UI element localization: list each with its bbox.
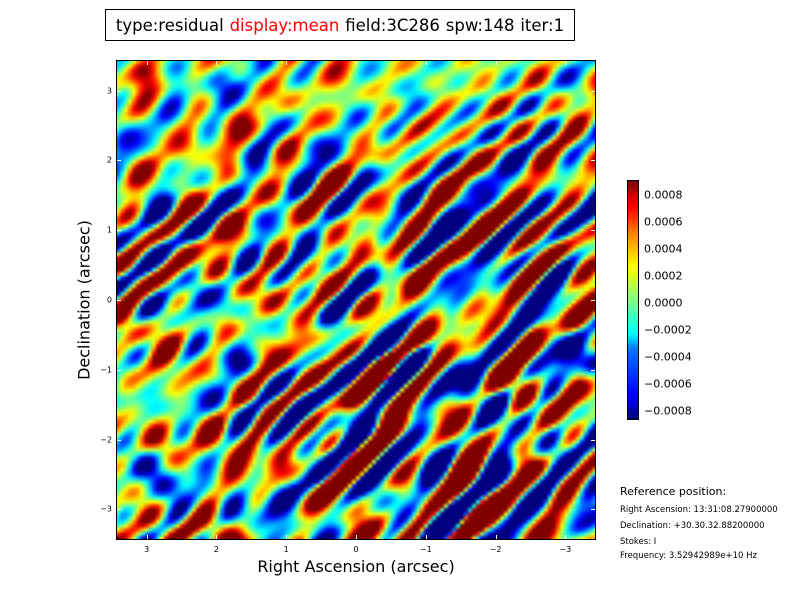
colorbar xyxy=(627,180,639,420)
reference-ra: Right Ascension: 13:31:08.27900000 xyxy=(620,505,778,515)
colorbar-tick-label: 0.0002 xyxy=(644,269,683,283)
y-tick-mark xyxy=(591,160,595,162)
x-tick-label: −1 xyxy=(419,545,432,554)
colorbar-tick-label: −0.0004 xyxy=(644,350,692,364)
y-tick-mark xyxy=(591,439,595,441)
colorbar-tick-label: 0.0008 xyxy=(644,188,683,202)
x-tick-label: 2 xyxy=(213,545,219,554)
y-tick-mark xyxy=(591,509,595,511)
y-tick-mark xyxy=(117,160,121,162)
y-tick-label: −3 xyxy=(100,504,112,514)
y-tick-mark xyxy=(591,90,595,92)
title-display: display:mean xyxy=(229,15,340,35)
y-tick-label: −1 xyxy=(100,365,112,375)
y-tick-mark xyxy=(117,439,121,441)
x-tick-mark xyxy=(425,61,427,65)
title-spw: spw:148 xyxy=(445,15,515,35)
colorbar-tick-label: −0.0002 xyxy=(644,323,692,337)
x-tick-label: 1 xyxy=(283,545,289,554)
reference-stokes: Stokes: I xyxy=(620,537,657,547)
y-tick-mark xyxy=(117,300,121,301)
x-tick-mark xyxy=(216,535,218,539)
residual-image[interactable] xyxy=(116,60,596,540)
x-tick-label: 3 xyxy=(144,545,150,554)
y-axis-label: Declination (arcsec) xyxy=(74,220,94,380)
x-tick-mark xyxy=(425,535,427,539)
x-tick-mark xyxy=(495,535,497,539)
title-field: field:3C286 xyxy=(345,15,440,35)
colorbar-tick-label: −0.0006 xyxy=(644,377,692,391)
colorbar-tick-label: 0.0006 xyxy=(644,215,683,229)
reference-dec: Declination: +30.30.32.88200000 xyxy=(620,521,765,531)
colorbar-tick-label: −0.0008 xyxy=(644,404,692,418)
x-tick-mark xyxy=(356,61,357,65)
y-tick-mark xyxy=(591,369,595,371)
title-box: type:residual display:mean field:3C286 s… xyxy=(105,9,575,41)
x-tick-label: −2 xyxy=(489,545,502,554)
y-tick-mark xyxy=(117,90,121,92)
x-tick-mark xyxy=(495,61,497,65)
reference-heading: Reference position: xyxy=(620,485,727,498)
y-tick-mark xyxy=(117,369,121,371)
x-tick-mark xyxy=(356,535,357,539)
y-tick-label: 2 xyxy=(106,155,112,165)
y-tick-label: 1 xyxy=(106,225,112,235)
y-tick-label: 3 xyxy=(106,86,112,96)
x-axis-label: Right Ascension (arcsec) xyxy=(257,557,455,576)
x-tick-label: −3 xyxy=(559,545,572,554)
y-tick-mark xyxy=(117,230,121,232)
x-tick-mark xyxy=(146,535,148,539)
y-tick-mark xyxy=(591,230,595,232)
x-tick-mark xyxy=(146,61,148,65)
colorbar-tick-label: 0.0000 xyxy=(644,296,683,310)
x-tick-mark xyxy=(286,61,288,65)
x-tick-mark xyxy=(286,535,288,539)
y-tick-mark xyxy=(591,300,595,301)
x-tick-mark xyxy=(565,535,567,539)
title-type: type:residual xyxy=(115,15,224,35)
colorbar-tick-label: 0.0004 xyxy=(644,242,683,256)
x-tick-mark xyxy=(565,61,567,65)
y-tick-label: −2 xyxy=(100,435,112,445)
y-tick-label: 0 xyxy=(106,295,112,305)
reference-frequency: Frequency: 3.52942989e+10 Hz xyxy=(620,551,757,561)
x-tick-mark xyxy=(216,61,218,65)
x-tick-label: 0 xyxy=(353,545,359,554)
y-tick-mark xyxy=(117,509,121,511)
plot-frame xyxy=(116,60,596,540)
title-iter: iter:1 xyxy=(520,15,565,35)
